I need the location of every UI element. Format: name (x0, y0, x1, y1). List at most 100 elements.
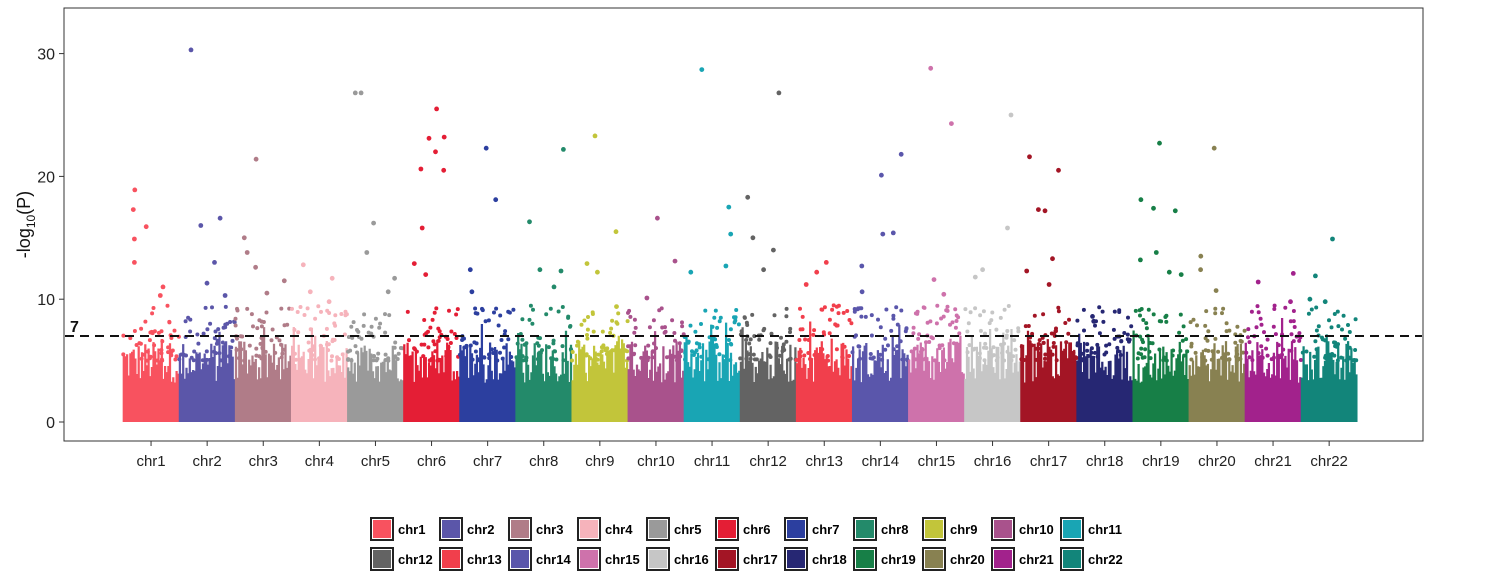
peak-point-chr7 (467, 267, 473, 273)
snp-point-chr14 (886, 343, 890, 348)
snp-point-chr18 (1118, 353, 1123, 357)
snp-point-chr14 (884, 307, 889, 312)
snp-column-chr9 (571, 335, 629, 422)
snp-point-chr19 (1151, 312, 1156, 317)
snp-point-chr3 (251, 324, 255, 329)
snp-column-chr10 (627, 331, 685, 422)
snp-point-chr2 (196, 341, 201, 346)
snp-point-chr12 (747, 352, 752, 357)
peak-point-chr14 (898, 151, 904, 157)
snp-point-chr21 (1277, 355, 1282, 360)
snp-point-chr3 (261, 320, 266, 324)
snp-point-chr17 (1071, 350, 1076, 355)
snp-point-chr7 (473, 306, 478, 311)
snp-point-chr11 (712, 315, 717, 320)
snp-point-chr19 (1138, 334, 1143, 339)
snp-point-chr21 (1247, 355, 1252, 360)
snp-point-chr20 (1220, 311, 1224, 316)
snp-point-chr9 (596, 352, 601, 357)
legend-swatch (922, 517, 946, 541)
snp-point-chr21 (1292, 325, 1297, 329)
snp-point-chr21 (1297, 338, 1302, 343)
snp-point-chr9 (575, 343, 579, 348)
snp-point-chr11 (717, 319, 722, 324)
snp-point-chr20 (1226, 351, 1231, 356)
legend-item-chr21: chr21 (991, 547, 1060, 571)
snp-point-chr22 (1320, 337, 1325, 342)
peak-point-chr11 (728, 231, 734, 237)
snp-point-chr13 (798, 306, 802, 311)
snp-column-chr1 (122, 339, 180, 422)
peak-point-chr16 (972, 274, 978, 280)
snp-point-chr10 (654, 346, 658, 351)
snp-point-chr11 (686, 340, 691, 345)
snp-point-chr13 (825, 354, 830, 358)
snp-point-chr22 (1336, 324, 1341, 329)
snp-point-chr1 (159, 357, 164, 362)
snp-point-chr20 (1216, 349, 1221, 354)
snp-column-chr11 (683, 322, 741, 422)
legend-swatch (1060, 517, 1084, 541)
snp-point-chr9 (582, 318, 587, 323)
snp-point-chr16 (1005, 329, 1010, 333)
peak-point-chr9 (584, 261, 590, 266)
snp-point-chr9 (584, 353, 589, 358)
points-chr22 (1300, 236, 1359, 422)
snp-point-chr16 (994, 327, 999, 332)
snp-point-chr2 (195, 332, 200, 337)
snp-point-chr5 (349, 324, 354, 329)
snp-point-chr10 (651, 318, 656, 323)
peak-point-chr3 (281, 278, 287, 284)
snp-point-chr10 (632, 330, 637, 335)
snp-point-chr12 (757, 337, 762, 342)
legend-swatch (784, 517, 808, 541)
snp-point-chr8 (522, 342, 527, 347)
peak-point-chr19 (1153, 250, 1159, 255)
legend-label: chr4 (605, 521, 633, 537)
legend-label: chr14 (536, 551, 571, 567)
snp-point-chr6 (405, 309, 410, 314)
snp-point-chr17 (1056, 309, 1061, 314)
peak-point-chr17 (1042, 208, 1048, 214)
snp-point-chr1 (172, 328, 177, 333)
snp-point-chr2 (188, 329, 193, 334)
snp-point-chr22 (1304, 349, 1309, 354)
peak-point-chr21 (1288, 299, 1293, 305)
snp-point-chr12 (750, 312, 755, 317)
snp-point-chr16 (990, 310, 995, 315)
snp-point-chr16 (1002, 307, 1007, 312)
legend-item-chr9: chr9 (922, 517, 991, 541)
snp-point-chr19 (1162, 355, 1167, 360)
peak-point-chr5 (371, 220, 376, 226)
snp-point-chr21 (1281, 347, 1286, 352)
snp-point-chr20 (1224, 321, 1229, 326)
snp-point-chr19 (1141, 318, 1146, 322)
legend-item-chr20: chr20 (922, 547, 991, 571)
snp-point-chr17 (1054, 326, 1058, 331)
snp-point-chr3 (264, 310, 269, 315)
peak-point-chr15 (931, 277, 937, 282)
peak-point-chr21 (1255, 279, 1261, 285)
snp-point-chr15 (915, 309, 920, 314)
snp-point-chr9 (610, 318, 615, 323)
peak-point-chr18 (1091, 318, 1097, 324)
x-tick-label-chr21: chr21 (1254, 453, 1292, 470)
snp-point-chr16 (978, 328, 983, 333)
y-axis-label: -log10(P) (14, 191, 38, 258)
snp-column-chr2 (178, 331, 236, 422)
snp-point-chr22 (1306, 311, 1311, 316)
x-axis: chr1 chr2 chr3 chr4 chr5 chr6 chr7 chr8 chr9 chr1… (136, 441, 1348, 470)
peak-point-chr13 (803, 282, 809, 287)
legend-label: chr20 (950, 551, 985, 567)
snp-point-chr17 (1026, 324, 1031, 328)
peak-point-chr11 (688, 269, 694, 275)
snp-point-chr5 (396, 351, 401, 356)
snp-point-chr2 (205, 327, 210, 332)
snp-point-chr11 (691, 353, 696, 357)
snp-point-chr8 (548, 306, 553, 311)
points-chr6 (403, 106, 461, 422)
snp-point-chr21 (1291, 309, 1296, 313)
snp-point-chr16 (982, 345, 986, 350)
snp-point-chr4 (333, 313, 338, 318)
snp-point-chr17 (1033, 346, 1038, 351)
